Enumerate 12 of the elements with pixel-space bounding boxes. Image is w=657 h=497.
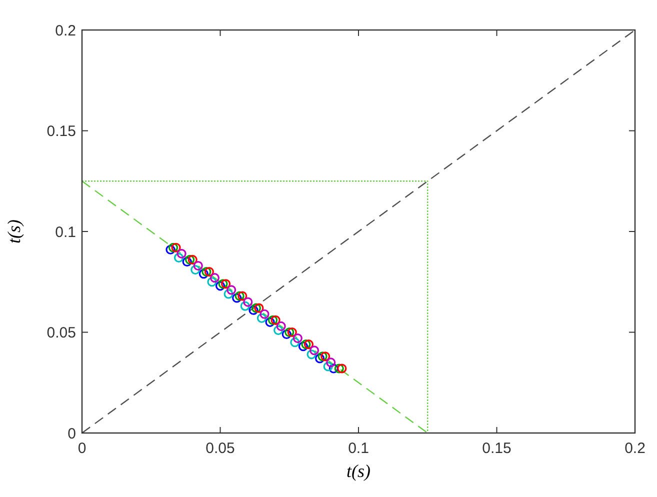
y-tick-label: 0.05 (46, 324, 76, 342)
y-tick-label: 0.2 (55, 22, 76, 40)
x-tick-label: 0.1 (348, 440, 369, 457)
y-tick-label: 0.15 (46, 123, 76, 140)
y-tick-label: 0 (68, 425, 76, 442)
x-tick-label: 0.15 (482, 440, 512, 457)
x-tick-label: 0.05 (206, 440, 235, 457)
y-axis-title: t(s) (4, 220, 24, 244)
x-axis-title: t(s) (346, 461, 370, 481)
y-tick-label: 0.1 (55, 224, 76, 241)
x-tick-label: 0.2 (624, 440, 646, 457)
x-tick-label: 0 (78, 440, 86, 457)
